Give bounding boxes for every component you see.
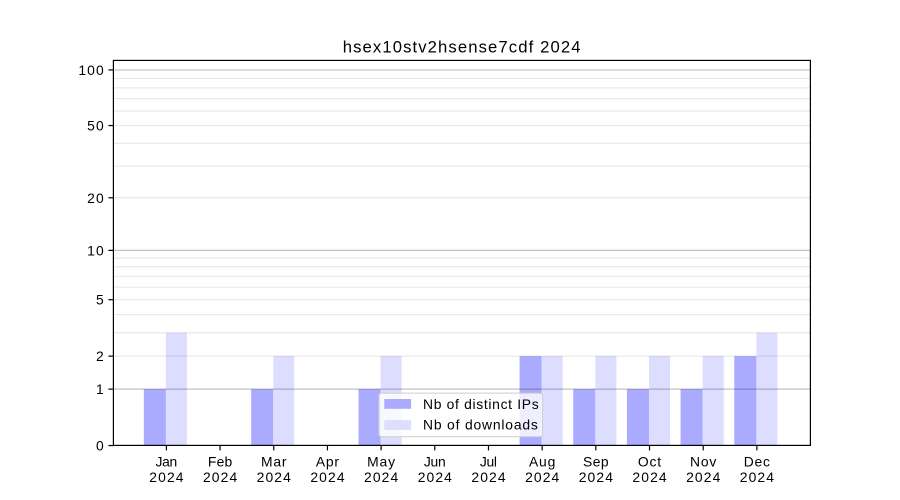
svg-text:50: 50 <box>87 118 105 134</box>
svg-text:2024: 2024 <box>686 469 721 485</box>
svg-text:May: May <box>367 453 396 469</box>
svg-text:Nb of downloads: Nb of downloads <box>423 417 539 433</box>
svg-text:Dec: Dec <box>744 453 771 469</box>
svg-text:Jan: Jan <box>156 453 177 469</box>
svg-text:Oct: Oct <box>638 453 662 469</box>
svg-text:100: 100 <box>78 62 104 78</box>
svg-text:5: 5 <box>96 292 105 308</box>
svg-text:2: 2 <box>96 348 105 364</box>
svg-text:10: 10 <box>87 242 105 258</box>
svg-text:Sep: Sep <box>583 453 609 469</box>
svg-text:2024: 2024 <box>149 469 184 485</box>
svg-text:Apr: Apr <box>316 453 340 469</box>
svg-text:2024: 2024 <box>740 469 775 485</box>
svg-text:Jul: Jul <box>480 453 497 469</box>
svg-text:2024: 2024 <box>203 469 238 485</box>
svg-text:Jun: Jun <box>424 453 446 469</box>
svg-text:1: 1 <box>96 381 105 397</box>
svg-text:2024: 2024 <box>471 469 506 485</box>
svg-text:2024: 2024 <box>525 469 560 485</box>
svg-text:2024: 2024 <box>364 469 399 485</box>
svg-text:hsex10stv2hsense7cdf 2024: hsex10stv2hsense7cdf 2024 <box>343 38 582 57</box>
svg-text:20: 20 <box>87 190 105 206</box>
svg-text:2024: 2024 <box>632 469 667 485</box>
svg-text:2024: 2024 <box>579 469 614 485</box>
svg-text:2024: 2024 <box>257 469 292 485</box>
svg-text:Mar: Mar <box>261 453 287 469</box>
svg-text:Aug: Aug <box>529 453 556 469</box>
svg-text:0: 0 <box>96 438 105 454</box>
svg-text:Nb of distinct IPs: Nb of distinct IPs <box>423 396 539 412</box>
svg-text:2024: 2024 <box>310 469 345 485</box>
svg-text:2024: 2024 <box>418 469 453 485</box>
svg-text:Nov: Nov <box>690 453 717 469</box>
svg-text:Feb: Feb <box>208 453 233 469</box>
